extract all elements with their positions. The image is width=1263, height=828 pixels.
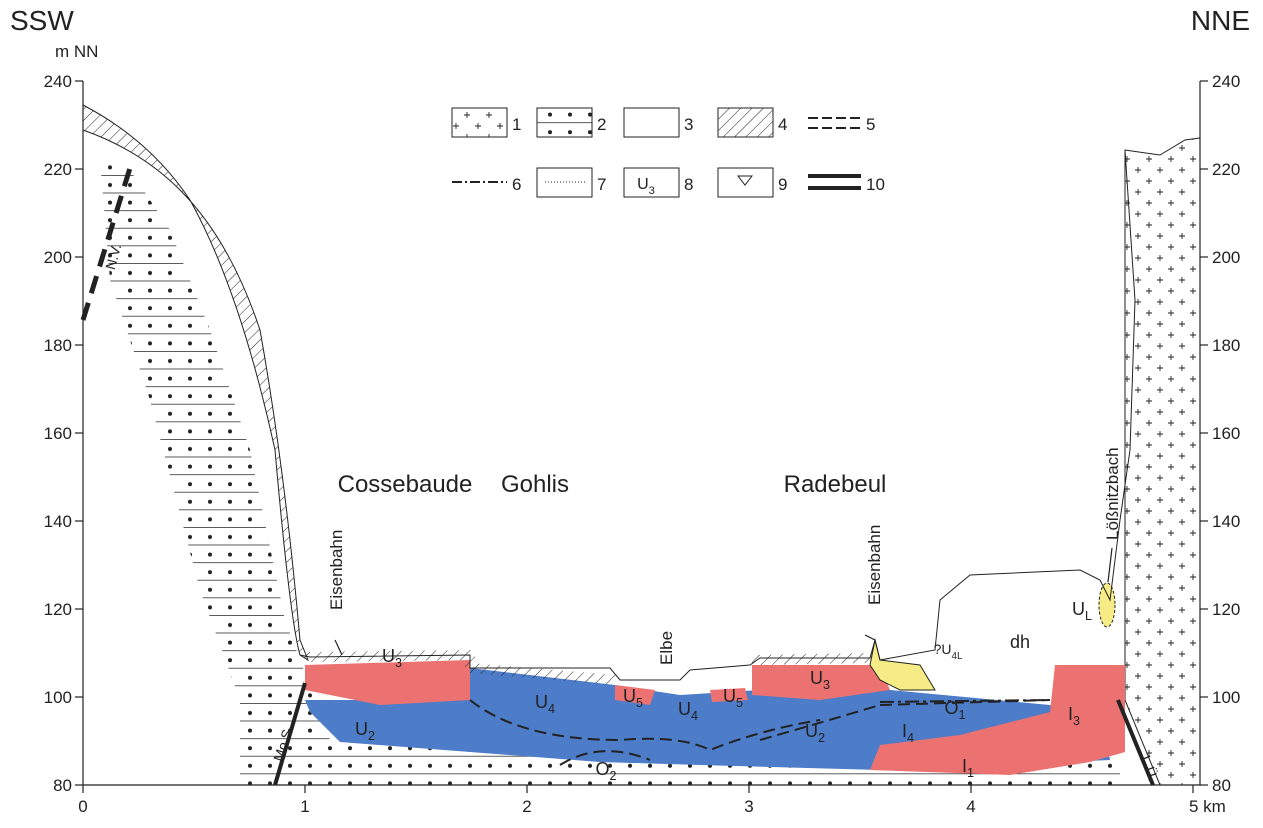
- y-tick-label: 220: [1212, 160, 1240, 179]
- y-tick-label: 240: [44, 72, 72, 91]
- unit-label-base: ?U: [934, 641, 952, 657]
- feature: Lößnitzbach: [1103, 447, 1122, 540]
- dir-right: NNE: [1191, 5, 1250, 36]
- y-tick-label: 140: [44, 512, 72, 531]
- y-tick-label: 220: [44, 160, 72, 179]
- unit-label-sub: 3: [823, 678, 830, 692]
- unit-label-sub: 1: [967, 766, 974, 780]
- u3-left: [305, 660, 470, 705]
- x-tick-label: 5 km: [1189, 797, 1226, 816]
- y-tick-label: 80: [53, 776, 72, 795]
- legend-number: 4: [778, 115, 787, 134]
- pointer: [865, 635, 875, 640]
- unit-label-sub: 5: [636, 696, 643, 710]
- unit-label-base: U: [723, 686, 736, 706]
- unit-label-sub: 3: [1073, 714, 1080, 728]
- x-tick-label: 3: [744, 797, 753, 816]
- unit-label-sub: L: [1085, 609, 1092, 623]
- place: Cossebaude: [338, 471, 473, 498]
- feature: Eisenbahn: [327, 530, 346, 610]
- unit-label-base: U: [678, 699, 691, 719]
- unit-label-base: dh: [1010, 632, 1030, 652]
- unit-label: dh: [1010, 632, 1030, 652]
- unit-label-sub: 4: [691, 709, 698, 723]
- legend-number: 10: [866, 175, 885, 194]
- y-tick-label: 140: [1212, 512, 1240, 531]
- legend-number: 2: [597, 115, 606, 134]
- y-unit: m NN: [55, 42, 98, 61]
- y-tick-label: 120: [1212, 600, 1240, 619]
- unit-label-sub: 2: [368, 729, 375, 743]
- unit-label-base: O: [944, 698, 958, 718]
- unit-label-base: O: [595, 759, 609, 779]
- unit-label-sub: 2: [818, 731, 825, 745]
- unit-label-base: U: [810, 668, 823, 688]
- unit-label-sub: 2: [610, 769, 617, 783]
- geology: [83, 105, 1200, 785]
- legend-number: 7: [597, 175, 606, 194]
- y-tick-label: 80: [1212, 776, 1231, 795]
- feature: Eisenbahn: [865, 525, 884, 605]
- y-tick-label: 200: [44, 248, 72, 267]
- y-tick-label: 180: [1212, 336, 1240, 355]
- feature: Elbe: [657, 631, 676, 665]
- legend-number: 9: [778, 175, 787, 194]
- x-tick-label: 4: [966, 797, 975, 816]
- legend-symbol-base: U: [637, 176, 649, 193]
- x-tick-label: 2: [522, 797, 531, 816]
- unit-label-sub: 4: [548, 702, 555, 716]
- unit-label: UL: [1072, 599, 1092, 623]
- legend-symbol-sub: 3: [649, 185, 655, 197]
- y-tick-label: 160: [1212, 424, 1240, 443]
- y-tick-label: 240: [1212, 72, 1240, 91]
- unit-label-base: U: [623, 686, 636, 706]
- pointer: [1108, 548, 1112, 582]
- yellow-small: [1099, 583, 1115, 627]
- y-tick-label: 160: [44, 424, 72, 443]
- unit-label-sub: 3: [395, 656, 402, 670]
- y-tick-label: 120: [44, 600, 72, 619]
- unit-label: ?U4L: [934, 641, 963, 662]
- unit-label-sub: 1: [959, 708, 966, 722]
- y-tick-label: 180: [44, 336, 72, 355]
- x-tick-label: 0: [78, 797, 87, 816]
- unit-label-sub: 4L: [952, 651, 963, 662]
- dir-left: SSW: [10, 5, 74, 36]
- legend-number: 1: [512, 115, 521, 134]
- legend-number: 3: [684, 115, 693, 134]
- x-tick-label: 1: [300, 797, 309, 816]
- y-tick-label: 100: [1212, 688, 1240, 707]
- unit-label-base: U: [355, 719, 368, 739]
- unit-label-sub: 5: [736, 696, 743, 710]
- unit-label-sub: 4: [907, 731, 914, 745]
- legend-number: 5: [866, 115, 875, 134]
- granite: [1125, 138, 1200, 785]
- unit-label-base: U: [1072, 599, 1085, 619]
- y-tick-label: 100: [44, 688, 72, 707]
- legend-number: 8: [684, 175, 693, 194]
- cross-section: SSW NNE m NN 808010010012012014014016016…: [0, 0, 1263, 823]
- place: Gohlis: [501, 471, 569, 498]
- unit-label-base: U: [382, 646, 395, 666]
- y-tick-label: 200: [1212, 248, 1240, 267]
- unit-label-base: U: [535, 692, 548, 712]
- surface: [300, 150, 1135, 680]
- place: Radebeul: [784, 471, 887, 498]
- legend-number: 6: [512, 175, 521, 194]
- unit-label-base: U: [805, 721, 818, 741]
